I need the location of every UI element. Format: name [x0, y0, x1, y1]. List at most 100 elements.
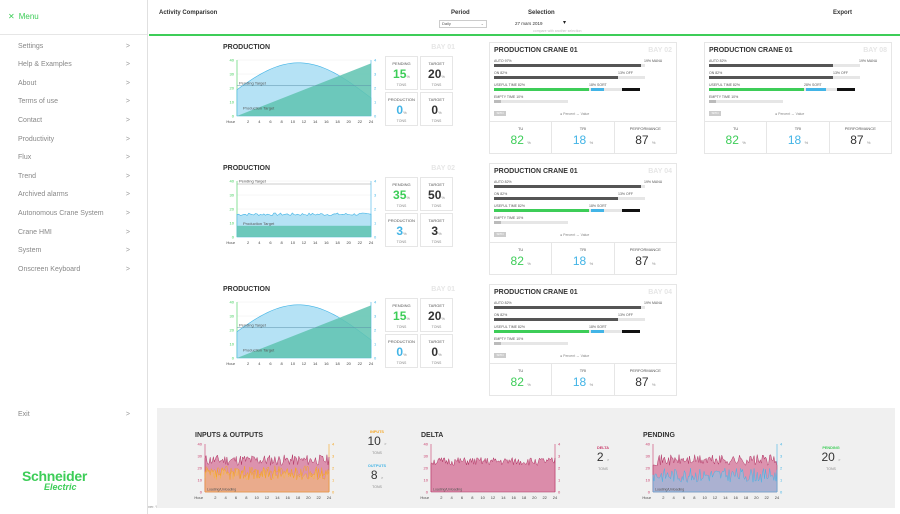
inputs-unit: TONS — [372, 451, 382, 455]
stat-unit: TONS — [396, 83, 407, 87]
stat-label: TARGET — [428, 303, 445, 308]
production-panel: PRODUCTION BAY 02 0 0 10 1 20 2 30 3 40 4 Hour 2 4 6 8 10… — [223, 165, 455, 255]
menu-item-label: Onscreen Keyboard — [18, 265, 81, 273]
menu-close-button[interactable]: ✕ Menu — [8, 12, 39, 21]
stat-percent: % — [406, 195, 410, 200]
chevron-right-icon: > — [125, 135, 130, 143]
bar-label: USEFUL TIME 82% — [494, 325, 525, 329]
menu-item[interactable]: Autonomous Crane System > — [18, 206, 130, 220]
y2-tick-label: 0 — [332, 490, 335, 495]
inputs-arrow: > — [384, 441, 387, 446]
x-tick-label: 20 — [754, 495, 759, 500]
metric-label: TU — [517, 368, 524, 373]
pending-arrow: > — [838, 457, 841, 462]
chevron-right-icon: > — [125, 265, 130, 273]
selection-date[interactable]: 27 mars 2019 — [515, 21, 543, 26]
x-tick-label: 16 — [324, 240, 329, 245]
menu-item[interactable]: Productivity > — [18, 132, 130, 146]
stat-value: 0 — [431, 103, 439, 117]
metric-percent: % — [589, 261, 594, 266]
menu-item[interactable]: Settings > — [18, 39, 130, 53]
y-tick-label: 20 — [230, 328, 235, 333]
metric-value-row: 82 % — [490, 254, 551, 271]
menu-item[interactable]: Trend > — [18, 169, 130, 183]
x-tick-label: 22 — [358, 361, 363, 366]
bar-fill — [494, 76, 619, 79]
stat-percent: % — [438, 231, 442, 236]
menu-item[interactable]: Flux > — [18, 151, 130, 165]
useful-time-bar: USEFUL TIME 82% 18% SORT — [494, 83, 674, 93]
bar-label: AUTO 82% — [494, 180, 512, 184]
x-tick-label: 12 — [302, 361, 307, 366]
stat-unit: TONS — [431, 83, 442, 87]
menu-item[interactable]: About > — [18, 76, 130, 90]
x-tick-label: 8 — [281, 240, 284, 245]
menu-item[interactable]: System > — [18, 244, 130, 258]
target2-stat: TARGET 0% TONS — [420, 334, 453, 368]
chart-caption: Loading/Unloading — [655, 488, 684, 492]
toggle-button[interactable]: SPIN — [709, 111, 721, 116]
bar-label: EMPTY TIME 10% — [494, 216, 524, 220]
x-tick-label: 8 — [281, 119, 284, 124]
x-tick-label: 22 — [358, 119, 363, 124]
production-stat: PRODUCTION 0% TONS — [385, 334, 418, 368]
pending-value: 20 — [821, 450, 835, 464]
menu-item-label: Contact — [18, 116, 43, 124]
x-tick-label: 4 — [258, 240, 261, 245]
stat-value-row: 35% — [386, 189, 417, 204]
menu-item-label: Crane HMI — [18, 228, 52, 236]
empty-fill — [494, 100, 502, 103]
export-button[interactable]: Export — [833, 10, 853, 16]
y-tick-label: 10 — [198, 478, 203, 483]
useful-time-bar: USEFUL TIME 82% 28% SORT — [709, 83, 889, 93]
chevron-right-icon: > — [125, 209, 130, 217]
x-tick-label: 22 — [316, 495, 321, 500]
crane-card: PRODUCTION CRANE 01 BAY 02 AUTO 97% 19% MAN… — [489, 42, 677, 154]
panel-title: PRODUCTION — [223, 165, 271, 172]
stat-value-row: 0% — [386, 346, 417, 361]
chevron-right-icon: > — [125, 42, 130, 50]
menu-item[interactable]: Crane HMI > — [18, 225, 130, 239]
tu-metric: TU 82 % — [490, 364, 553, 395]
empty-time-bar: EMPTY TIME 10% — [494, 95, 674, 105]
period-select[interactable]: Daily ⌄ — [439, 20, 487, 28]
stat-value: 0 — [431, 345, 439, 359]
menu-item[interactable]: Terms of use > — [18, 95, 130, 109]
bay-label: BAY 02 — [431, 165, 455, 172]
menu-item[interactable]: Help & Examples > — [18, 58, 130, 72]
toggle-button[interactable]: SPIN — [494, 232, 506, 237]
metric-label: PERFORMANCE — [629, 126, 661, 131]
y2-tick-label: 4 — [780, 442, 783, 447]
stat-unit: TONS — [431, 204, 442, 208]
y2-tick-label: 2 — [780, 466, 783, 471]
menu-item-exit[interactable]: Exit > — [18, 407, 130, 421]
bar-label: USEFUL TIME 82% — [494, 204, 525, 208]
menu-item-label: Help & Examples — [18, 61, 72, 69]
stat-unit: TONS — [396, 119, 407, 123]
x-tick-label: 10 — [480, 495, 485, 500]
toggle-button[interactable]: SPIN — [494, 111, 506, 116]
bar-track — [494, 342, 568, 345]
metric-label: TRI — [579, 126, 587, 131]
stat-percent: % — [403, 352, 407, 357]
metric-value: 18 — [572, 375, 587, 389]
empty-time-bar: EMPTY TIME 10% — [494, 216, 674, 226]
bar-fill — [494, 318, 619, 321]
y-tick-label: 0 — [648, 490, 651, 495]
menu-item[interactable]: Onscreen Keyboard > — [18, 262, 130, 276]
toggle-button[interactable]: SPIN — [494, 353, 506, 358]
crane-title: PRODUCTION CRANE 01 — [494, 289, 578, 296]
outputs-arrow: > — [380, 475, 384, 480]
y-tick-label: 30 — [646, 454, 651, 459]
stat-percent: % — [403, 110, 407, 115]
menu-item[interactable]: Contact > — [18, 113, 130, 127]
caret-down-icon[interactable]: ▾ — [563, 20, 567, 26]
metric-percent: % — [527, 382, 531, 387]
legend-dot: ● — [560, 354, 563, 358]
x-tick-label: 10 — [291, 361, 296, 366]
y2-tick-label: 4 — [374, 300, 377, 305]
y2-tick-label: 3 — [374, 314, 377, 319]
x-tick-label: 16 — [733, 495, 738, 500]
menu-item[interactable]: Archived alarms > — [18, 188, 130, 202]
